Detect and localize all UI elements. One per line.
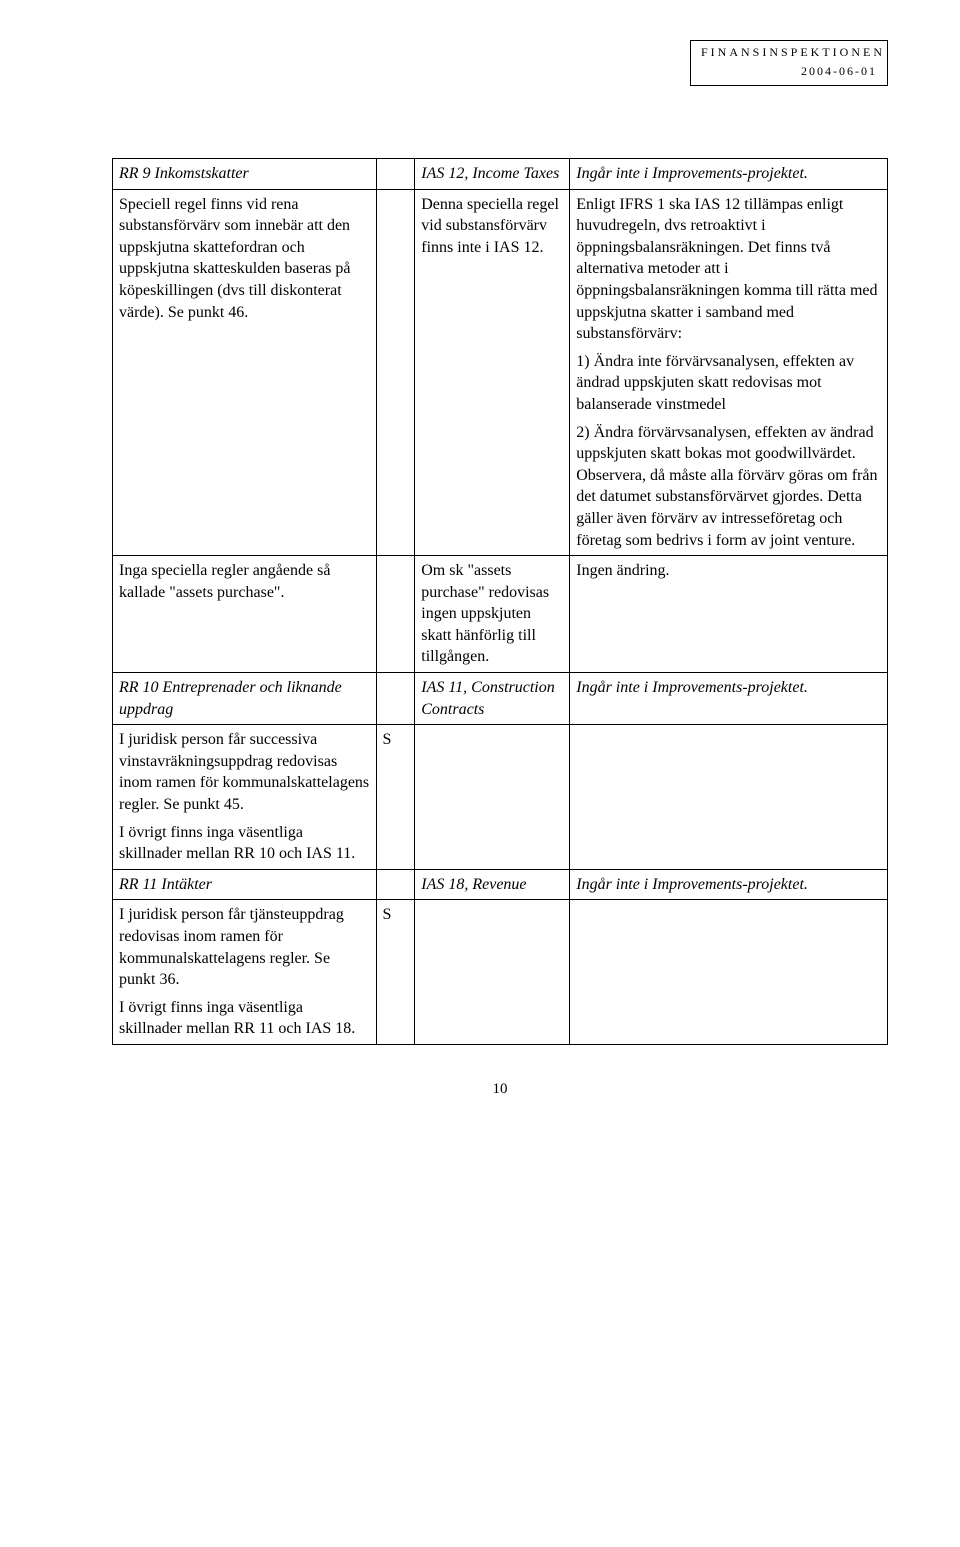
table-cell: IAS 18, Revenue bbox=[415, 869, 570, 900]
table-cell bbox=[376, 159, 415, 190]
table-cell bbox=[376, 869, 415, 900]
table-cell: IAS 11, Construction Contracts bbox=[415, 673, 570, 725]
header-box: FINANSINSPEKTIONEN 2004-06-01 bbox=[690, 40, 888, 86]
table-cell bbox=[570, 900, 888, 1045]
table-cell: RR 9 Inkomstskatter bbox=[113, 159, 377, 190]
main-table: RR 9 InkomstskatterIAS 12, Income TaxesI… bbox=[112, 158, 888, 1045]
table-cell: Enligt IFRS 1 ska IAS 12 tillämpas enlig… bbox=[570, 189, 888, 556]
table-row: RR 11 Intäkter IAS 18, RevenueIngår inte … bbox=[113, 869, 888, 900]
table-cell: Speciell regel finns vid rena substansfö… bbox=[113, 189, 377, 556]
table-cell: Ingår inte i Improvements-projektet. bbox=[570, 673, 888, 725]
table-cell bbox=[570, 725, 888, 870]
table-row: I juridisk person får successiva vinstav… bbox=[113, 725, 888, 870]
table-cell bbox=[415, 725, 570, 870]
table-cell: IAS 12, Income Taxes bbox=[415, 159, 570, 190]
page-number: 10 bbox=[112, 1081, 888, 1098]
table-cell bbox=[376, 189, 415, 556]
table-row: Inga speciella regler angående så kallad… bbox=[113, 556, 888, 673]
table-row: RR 9 Inkomstskatter IAS 12, Income TaxesI… bbox=[113, 159, 888, 190]
table-cell: Om sk "assets purchase" redovisas ingen … bbox=[415, 556, 570, 673]
table-cell: Denna speciella regel vid substansförvär… bbox=[415, 189, 570, 556]
header-date: 2004-06-01 bbox=[701, 64, 877, 79]
table-cell: S bbox=[376, 725, 415, 870]
table-cell bbox=[376, 673, 415, 725]
table-cell bbox=[415, 900, 570, 1045]
table-row: Speciell regel finns vid rena substansfö… bbox=[113, 189, 888, 556]
table-cell: Ingen ändring. bbox=[570, 556, 888, 673]
table-cell: I juridisk person får tjänsteuppdrag red… bbox=[113, 900, 377, 1045]
table-cell: RR 11 Intäkter bbox=[113, 869, 377, 900]
table-row: I juridisk person får tjänsteuppdrag red… bbox=[113, 900, 888, 1045]
table-cell: RR 10 Entreprenader och liknande uppdrag bbox=[113, 673, 377, 725]
table-cell: Inga speciella regler angående så kallad… bbox=[113, 556, 377, 673]
table-cell: S bbox=[376, 900, 415, 1045]
table-row: RR 10 Entreprenader och liknande uppdrag… bbox=[113, 673, 888, 725]
table-cell: I juridisk person får successiva vinstav… bbox=[113, 725, 377, 870]
header-org: FINANSINSPEKTIONEN bbox=[701, 45, 877, 60]
table-cell: Ingår inte i Improvements-projektet. bbox=[570, 869, 888, 900]
table-cell: Ingår inte i Improvements-projektet. bbox=[570, 159, 888, 190]
table-cell bbox=[376, 556, 415, 673]
